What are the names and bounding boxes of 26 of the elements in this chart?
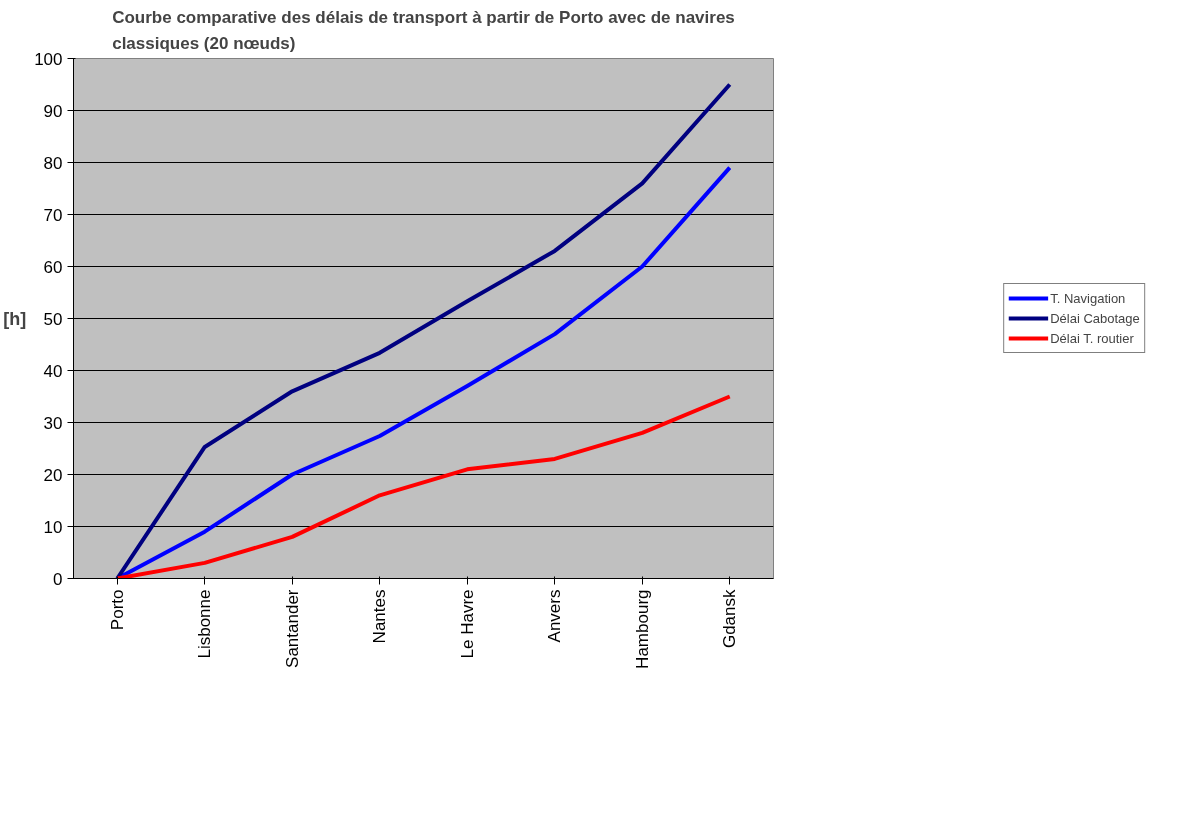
y-tick-label: 80 [43,153,63,173]
y-tick-label: 50 [43,309,63,329]
x-tick-label: Gdansk [720,589,740,649]
y-tick-label: 30 [43,413,63,433]
x-tick-label: Nantes [370,589,390,644]
y-axis-title: [h] [3,308,27,329]
line-series [115,394,732,579]
x-tick-label: Santander [282,589,302,668]
y-tick-label: 70 [43,205,63,225]
y-tick-label: 40 [43,361,63,381]
legend-label: T. Navigation [1050,290,1126,306]
y-tick-label: 100 [34,49,63,69]
y-tick-label: 60 [43,257,63,277]
y-tick-label: 10 [43,517,63,537]
line-series [115,82,732,579]
chart-title: Courbe comparative des délais de transport à partir de Porto avec de navires classiques (20 nœuds) [112,7,735,54]
legend-label: Délai T. routier [1050,330,1134,346]
y-tick-label: 90 [43,101,63,121]
y-tick-label: 20 [43,465,63,485]
legend-label: Délai Cabotage [1050,310,1140,326]
x-tick-label: Le Havre [457,589,477,659]
x-tick-label: Hambourg [632,589,652,669]
x-tick-label: Anvers [545,589,565,643]
x-tick-label: Lisbonne [195,589,215,659]
x-tick-label: Porto [107,589,127,631]
y-tick-label: 0 [53,569,63,589]
